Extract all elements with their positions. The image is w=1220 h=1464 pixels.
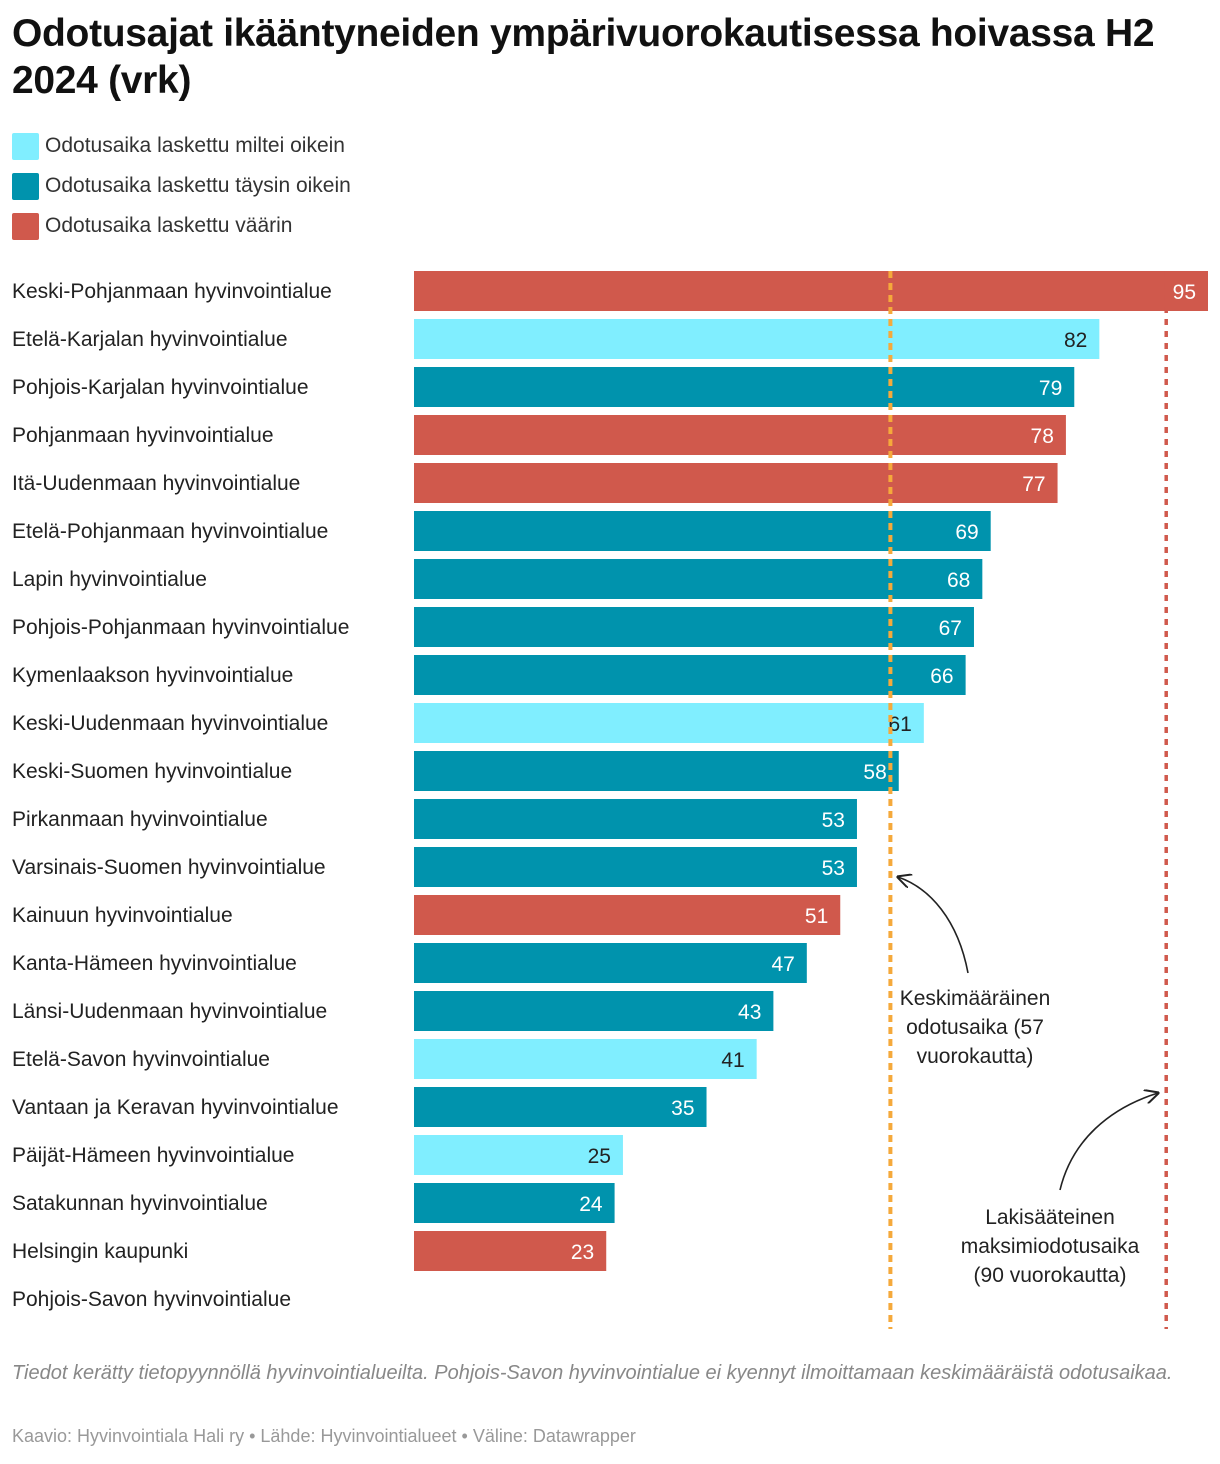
reference-annotation-text: Lakisääteinen [985, 1206, 1115, 1229]
bar-value-label: 68 [947, 569, 970, 592]
category-label: Etelä-Savon hyvinvointialue [12, 1048, 270, 1071]
legend-item-incorrect: Odotusaika laskettu väärin [12, 206, 351, 246]
bar [414, 943, 807, 983]
category-label: Pohjois-Karjalan hyvinvointialue [12, 376, 309, 399]
category-label: Kymenlaakson hyvinvointialue [12, 664, 293, 687]
bar-chart: Keski-Pohjanmaan hyvinvointialue 95 Etelä-… [12, 271, 1208, 1329]
bar-value-label: 95 [1173, 281, 1196, 304]
category-label: Keski-Uudenmaan hyvinvointialue [12, 712, 328, 735]
annotation-arrow [898, 877, 969, 974]
bar [414, 1039, 757, 1079]
category-label: Satakunnan hyvinvointialue [12, 1192, 268, 1215]
category-label: Vantaan ja Keravan hyvinvointialue [12, 1096, 339, 1119]
legend-label-incorrect: Odotusaika laskettu väärin [45, 214, 293, 237]
bar [414, 895, 841, 935]
chart-title: Odotusajat ikääntyneiden ympärivuorokaut… [12, 12, 1155, 102]
bar [414, 1183, 615, 1223]
category-label: Pohjois-Savon hyvinvointialue [12, 1288, 291, 1311]
bar [414, 991, 774, 1031]
category-label: Pirkanmaan hyvinvointialue [12, 808, 268, 831]
bar-value-label: 47 [771, 953, 794, 976]
reference-annotation-text: maksimiodotusaika [961, 1235, 1140, 1258]
bar [414, 1135, 623, 1175]
bar [414, 655, 966, 695]
bar-value-label: 35 [671, 1097, 694, 1120]
reference-annotation-text: vuorokautta) [917, 1045, 1034, 1068]
bar-value-label: 58 [863, 761, 886, 784]
bar [414, 511, 991, 551]
bar-value-label: 77 [1022, 473, 1045, 496]
bar [414, 319, 1100, 359]
bar-value-label: 53 [822, 809, 845, 832]
legend-swatch-almost-correct [12, 132, 39, 160]
category-label: Lapin hyvinvointialue [12, 568, 207, 591]
category-label: Kanta-Hämeen hyvinvointialue [12, 952, 297, 975]
chart-notes: Tiedot kerätty tietopyynnöllä hyvinvoint… [12, 1362, 1173, 1384]
category-label: Pohjanmaan hyvinvointialue [12, 424, 274, 447]
bar [414, 847, 857, 887]
category-label: Päijät-Hämeen hyvinvointialue [12, 1144, 295, 1167]
bar-value-label: 41 [721, 1049, 744, 1072]
reference-annotation-text: Keskimääräinen [900, 987, 1051, 1010]
bar [414, 1231, 607, 1271]
legend-swatch-fully-correct [12, 172, 39, 200]
bar [414, 367, 1075, 407]
bar [414, 799, 857, 839]
category-label: Helsingin kaupunki [12, 1240, 188, 1263]
bar-value-label: 25 [588, 1145, 611, 1168]
bar-value-label: 23 [571, 1241, 594, 1264]
category-label: Varsinais-Suomen hyvinvointialue [12, 856, 326, 879]
bar-value-label: 79 [1039, 377, 1062, 400]
bar-value-label: 69 [955, 521, 978, 544]
annotation-arrow [1059, 1093, 1158, 1191]
bar [414, 1087, 707, 1127]
bar [414, 463, 1058, 503]
bar-value-label: 53 [822, 857, 845, 880]
bar-value-label: 24 [579, 1193, 603, 1216]
bar-value-label: 43 [738, 1001, 761, 1024]
bar-value-label: 61 [888, 713, 911, 736]
legend-label-almost-correct: Odotusaika laskettu miltei oikein [45, 134, 345, 157]
bar [414, 751, 899, 791]
legend-label-fully-correct: Odotusaika laskettu täysin oikein [45, 174, 351, 197]
category-label: Pohjois-Pohjanmaan hyvinvointialue [12, 616, 349, 639]
bar-value-label: 66 [930, 665, 953, 688]
legend-swatch-incorrect [12, 212, 39, 240]
legend: Odotusaika laskettu miltei oikein Odotus… [12, 126, 351, 246]
reference-annotation-text: (90 vuorokautta) [974, 1264, 1127, 1287]
bar-value-label: 82 [1064, 329, 1087, 352]
category-label: Kainuun hyvinvointialue [12, 904, 233, 927]
bar-value-label: 51 [805, 905, 828, 928]
category-label: Keski-Suomen hyvinvointialue [12, 760, 292, 783]
category-label: Länsi-Uudenmaan hyvinvointialue [12, 1000, 327, 1023]
bar-value-label: 67 [939, 617, 962, 640]
bar [414, 607, 974, 647]
chart-byline: Kaavio: Hyvinvointiala Hali ry • Lähde: … [12, 1426, 636, 1446]
category-label: Etelä-Karjalan hyvinvointialue [12, 328, 288, 351]
bar [414, 559, 983, 599]
bar [414, 415, 1066, 455]
category-label: Etelä-Pohjanmaan hyvinvointialue [12, 520, 328, 543]
bar [414, 271, 1208, 311]
bar-value-label: 78 [1031, 425, 1054, 448]
bar [414, 703, 924, 743]
reference-annotation-text: odotusaika (57 [906, 1016, 1044, 1039]
legend-item-fully-correct: Odotusaika laskettu täysin oikein [12, 166, 351, 206]
legend-item-almost-correct: Odotusaika laskettu miltei oikein [12, 126, 351, 166]
category-label: Itä-Uudenmaan hyvinvointialue [12, 472, 300, 495]
category-label: Keski-Pohjanmaan hyvinvointialue [12, 280, 332, 303]
